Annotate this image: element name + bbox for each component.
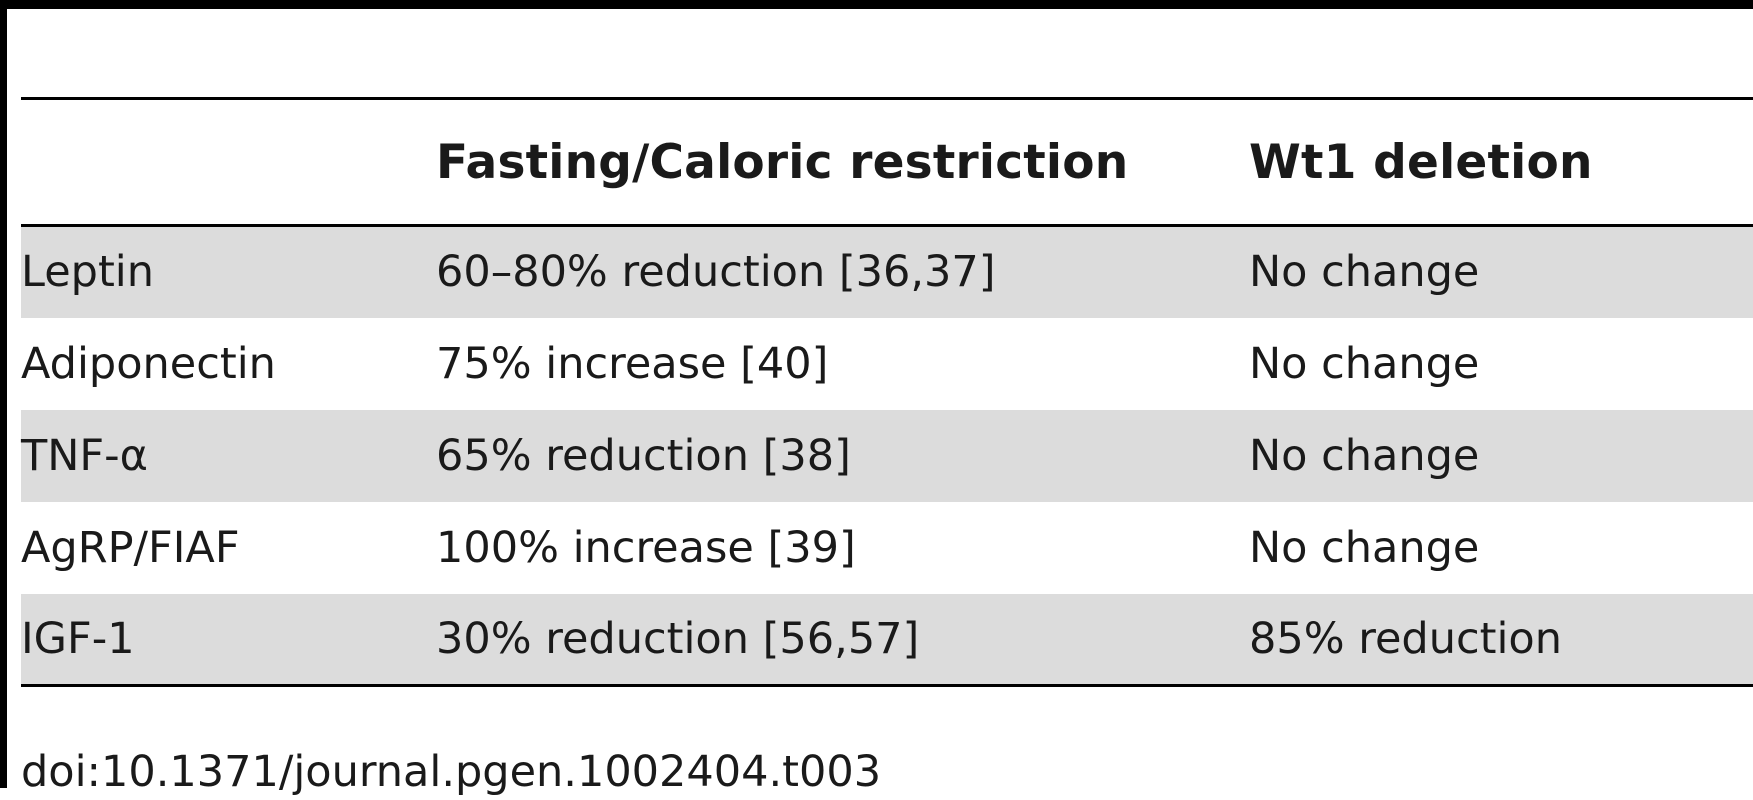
- fasting-cell: 100% increase [39]: [436, 522, 856, 573]
- left-rule: [0, 0, 7, 788]
- table-row: TNF-α 65% reduction [38] No change: [21, 409, 1753, 502]
- row-label: AgRP/FIAF: [21, 522, 240, 573]
- fasting-cell: 30% reduction [56,57]: [436, 593, 1249, 687]
- comparison-table-container: Fasting/Caloric restriction Wt1 deletion…: [21, 97, 1753, 687]
- header-cell-wt1: Wt1 deletion: [1249, 97, 1753, 227]
- row-label: TNF-α: [21, 409, 436, 502]
- wt1-cell: No change: [1249, 409, 1753, 502]
- table-row: IGF-1 30% reduction [56,57] 85% reductio…: [21, 593, 1753, 687]
- row-label: Adiponectin: [21, 338, 276, 389]
- row-label: IGF-1: [21, 593, 436, 687]
- header-cell-empty: [21, 97, 436, 227]
- table-row: Adiponectin 75% increase [40] No change: [21, 318, 1753, 410]
- wt1-cell: No change: [1249, 522, 1480, 573]
- fasting-cell: 60–80% reduction [36,37]: [436, 225, 1249, 318]
- table-row: Leptin 60–80% reduction [36,37] No chang…: [21, 225, 1753, 318]
- wt1-cell: 85% reduction: [1249, 593, 1753, 687]
- table-row: AgRP/FIAF 100% increase [39] No change: [21, 502, 1753, 594]
- wt1-cell: No change: [1249, 225, 1753, 318]
- row-label: Leptin: [21, 225, 436, 318]
- top-rule: [0, 0, 1753, 9]
- fasting-cell: 75% increase [40]: [436, 338, 829, 389]
- table-header-row: Fasting/Caloric restriction Wt1 deletion: [21, 97, 1753, 227]
- doi-footer: doi:10.1371/journal.pgen.1002404.t003: [21, 747, 882, 797]
- header-cell-fasting: Fasting/Caloric restriction: [436, 97, 1249, 227]
- wt1-cell: No change: [1249, 338, 1480, 389]
- fasting-cell: 65% reduction [38]: [436, 409, 1249, 502]
- comparison-table: Fasting/Caloric restriction Wt1 deletion…: [21, 97, 1753, 687]
